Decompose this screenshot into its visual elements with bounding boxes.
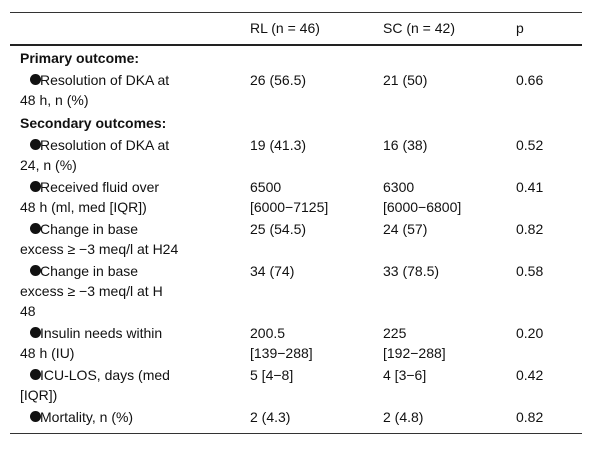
row-label: Change in base excess ≥ −3 meq/l at H24 [10,218,240,260]
value-cell: 2 (4.8) [383,409,424,425]
value-cell: 34 (74) [250,263,295,279]
label-text: Resolution of DKA at 24, n (%) [20,137,170,173]
bullet [30,181,41,192]
section-title: Secondary outcomes: [20,115,167,131]
value-cell: 25 (54.5) [250,221,307,237]
row-label: Mortality, n (%) [10,406,240,434]
value-cell: 0.52 [516,137,544,153]
table-container: RL (n = 46) SC (n = 42) p Primary outcom… [10,12,582,434]
section-row: Secondary outcomes: [10,111,582,134]
bullet [30,411,41,422]
value-cell: 2 (4.3) [250,409,291,425]
bullet [30,327,41,338]
label-text: Change in base excess ≥ −3 meq/l at H24 [20,221,179,257]
row-label: Resolution of DKA at 24, n (%) [10,134,240,176]
row-label: Change in base excess ≥ −3 meq/l at H 48 [10,260,240,322]
data-row: Change in base excess ≥ −3 meq/l at H24 2… [10,218,582,260]
bullet [30,139,41,150]
data-row: Received fluid over 48 h (ml, med [IQR])… [10,176,582,218]
value-cell: 0.58 [516,263,544,279]
label-text: Insulin needs within 48 h (IU) [20,325,163,361]
data-row: Resolution of DKA at 48 h, n (%) 26 (56.5… [10,69,582,111]
value-cell: 0.20 [516,325,544,341]
header-cell: p [516,20,524,36]
value-cell: 19 (41.3) [250,137,307,153]
data-row: Change in base excess ≥ −3 meq/l at H 48… [10,260,582,322]
row-label: Insulin needs within 48 h (IU) [10,322,240,364]
value-cell: 200.5 [139−288] [250,325,313,361]
value-cell: 6300 [6000−6800] [383,179,462,215]
data-row: Mortality, n (%) 2 (4.3) 2 (4.8) 0.82 [10,406,582,434]
value-cell: 4 [3−6] [383,367,427,383]
row-label: Received fluid over 48 h (ml, med [IQR]) [10,176,240,218]
value-cell: 0.41 [516,179,544,195]
value-cell: 0.66 [516,72,544,88]
value-cell: 33 (78.5) [383,263,440,279]
value-cell: 6500 [6000−7125] [250,179,329,215]
table-header: RL (n = 46) SC (n = 42) p [10,12,582,46]
label-text: Resolution of DKA at 48 h, n (%) [20,72,170,108]
value-cell: 225 [192−288] [383,325,446,361]
bullet [30,74,41,85]
bullet [30,265,41,276]
label-text: Change in base excess ≥ −3 meq/l at H 48 [20,263,163,319]
value-cell: 0.42 [516,367,544,383]
results-table: RL (n = 46) SC (n = 42) p Primary outcom… [10,12,582,434]
header-row: RL (n = 46) SC (n = 42) p [10,12,582,46]
header-cell: SC (n = 42) [383,20,455,36]
value-cell: 0.82 [516,221,544,237]
label-text: ICU-LOS, days (med [IQR]) [20,367,170,403]
value-cell: 5 [4−8] [250,367,294,383]
data-row: Resolution of DKA at 24, n (%) 19 (41.3) 1… [10,134,582,176]
data-row: Insulin needs within 48 h (IU) 200.5 [139… [10,322,582,364]
value-cell: 0.82 [516,409,544,425]
bullet [30,369,41,380]
value-cell: 16 (38) [383,137,428,153]
section-row: Primary outcome: [10,45,582,69]
section-title: Primary outcome: [20,50,140,66]
value-cell: 24 (57) [383,221,428,237]
row-label: Resolution of DKA at 48 h, n (%) [10,69,240,111]
bullet [30,223,41,234]
table-body: Primary outcome: Resolution of DKA at 48 … [10,45,582,434]
header-cell: RL (n = 46) [250,20,320,36]
value-cell: 21 (50) [383,72,428,88]
row-label: ICU-LOS, days (med [IQR]) [10,364,240,406]
header-cell [10,13,240,46]
label-text: Received fluid over 48 h (ml, med [IQR]) [20,179,160,215]
value-cell: 26 (56.5) [250,72,307,88]
data-row: ICU-LOS, days (med [IQR]) 5 [4−8] 4 [3−6] 0… [10,364,582,406]
label-text: Mortality, n (%) [40,409,134,425]
